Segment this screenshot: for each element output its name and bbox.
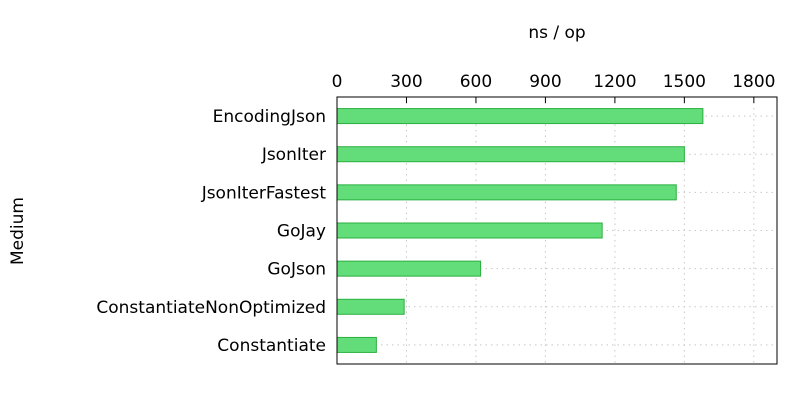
y-axis-title: Medium xyxy=(8,197,28,265)
x-tick-label: 300 xyxy=(390,72,422,92)
x-tick-label: 1800 xyxy=(732,72,775,92)
bar-constantiate xyxy=(336,336,377,353)
x-tick-label: 600 xyxy=(460,72,492,92)
bar-encodingjson xyxy=(336,108,704,125)
category-label: ConstantiateNonOptimized xyxy=(96,298,326,318)
bar-jsoniter xyxy=(336,146,685,163)
plot-frame xyxy=(336,96,778,365)
x-axis-title: ns / op xyxy=(528,23,585,43)
bar-gojson xyxy=(336,260,482,277)
category-label: JsonIter xyxy=(261,145,326,165)
bars xyxy=(336,108,704,353)
bar-jsoniterfastest xyxy=(336,184,677,201)
x-tick-label: 0 xyxy=(332,72,343,92)
x-tick-label: 1500 xyxy=(663,72,706,92)
category-label: EncodingJson xyxy=(213,107,326,127)
category-label: GoJson xyxy=(267,260,326,280)
bar-gojay xyxy=(336,222,603,239)
x-tick-label: 900 xyxy=(529,72,561,92)
category-label: GoJay xyxy=(277,222,326,242)
bar-constantiatenonoptimized xyxy=(336,298,405,315)
category-labels: EncodingJson JsonIter JsonIterFastest GoJay… xyxy=(96,107,326,356)
category-label: JsonIterFastest xyxy=(201,183,327,203)
category-label: Constantiate xyxy=(217,336,326,356)
x-tick-label: 1200 xyxy=(593,72,636,92)
x-tick-labels: 0 300 600 900 1200 1500 1800 xyxy=(332,72,776,92)
